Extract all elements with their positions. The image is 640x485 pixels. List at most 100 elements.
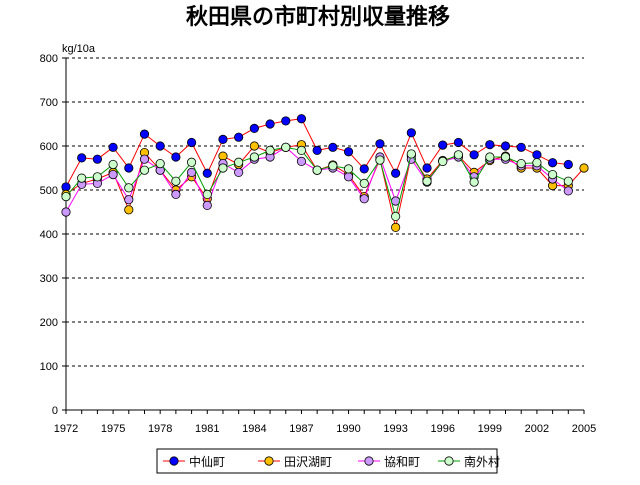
chart-title: 秋田県の市町村別収量推移 bbox=[186, 4, 450, 30]
data-point bbox=[281, 142, 291, 152]
legend-item-4: 南外村 bbox=[438, 454, 500, 469]
x-tick-label: 1987 bbox=[289, 423, 313, 435]
data-point bbox=[155, 159, 165, 169]
x-tick-label: 1999 bbox=[478, 423, 502, 435]
data-point bbox=[186, 157, 197, 167]
series-1 bbox=[61, 114, 573, 192]
x-tick-label: 1990 bbox=[336, 423, 360, 435]
data-point bbox=[92, 154, 102, 164]
data-point bbox=[453, 137, 464, 148]
x-tick-label: 1975 bbox=[101, 423, 125, 435]
legend-label: 中仙町 bbox=[189, 454, 225, 469]
data-point bbox=[77, 153, 87, 163]
data-point bbox=[516, 159, 526, 169]
data-point bbox=[171, 176, 181, 186]
data-point bbox=[296, 156, 307, 166]
data-point bbox=[375, 155, 385, 165]
x-tick-label: 1978 bbox=[148, 423, 172, 435]
y-tick-label: 300 bbox=[40, 273, 58, 285]
data-point bbox=[438, 156, 448, 166]
y-tick-label: 200 bbox=[40, 317, 58, 329]
data-point bbox=[422, 163, 432, 173]
data-point bbox=[108, 159, 118, 170]
legend-marker bbox=[264, 456, 274, 466]
axes bbox=[62, 57, 585, 414]
data-point bbox=[453, 150, 464, 160]
x-tick-label: 2005 bbox=[572, 423, 596, 435]
data-point bbox=[202, 189, 212, 199]
data-point bbox=[406, 149, 416, 159]
x-tick-label: 1996 bbox=[430, 423, 454, 435]
legend-item-1: 中仙町 bbox=[163, 454, 225, 469]
data-point bbox=[124, 195, 134, 205]
data-point bbox=[312, 145, 322, 155]
data-point bbox=[391, 222, 401, 232]
data-point bbox=[296, 145, 307, 155]
data-point bbox=[124, 163, 134, 173]
series-4 bbox=[61, 142, 573, 221]
data-point bbox=[139, 165, 150, 175]
y-tick-label: 0 bbox=[52, 405, 58, 417]
data-point bbox=[124, 205, 134, 215]
data-point bbox=[265, 119, 275, 129]
data-point bbox=[548, 158, 558, 168]
data-point bbox=[359, 178, 369, 188]
y-tick-label: 100 bbox=[40, 361, 58, 373]
data-point bbox=[391, 168, 401, 178]
data-point bbox=[61, 192, 71, 202]
data-point bbox=[218, 134, 228, 144]
y-axis-unit: kg/10a bbox=[62, 43, 96, 55]
data-point bbox=[312, 165, 322, 175]
x-tick-label: 1993 bbox=[383, 423, 407, 435]
data-point bbox=[391, 211, 401, 221]
data-point bbox=[234, 167, 244, 177]
data-point bbox=[281, 116, 291, 126]
x-tick-labels: 1972 1975 1978 1981 1984 1987 1990 1993 1996 1999… bbox=[54, 423, 596, 435]
data-point bbox=[155, 141, 165, 151]
legend-marker bbox=[444, 456, 454, 466]
data-point bbox=[500, 141, 511, 151]
y-tick-label: 800 bbox=[40, 53, 58, 65]
x-tick-label: 1984 bbox=[242, 423, 266, 435]
data-point bbox=[343, 147, 354, 157]
data-point bbox=[438, 140, 448, 150]
data-point bbox=[234, 132, 244, 142]
data-point bbox=[202, 168, 212, 178]
data-point bbox=[171, 189, 181, 199]
data-point bbox=[328, 142, 338, 152]
data-point bbox=[516, 142, 526, 152]
data-point bbox=[548, 170, 558, 180]
legend-label: 協和町 bbox=[384, 454, 420, 469]
series-2 bbox=[61, 140, 589, 232]
data-point bbox=[249, 141, 259, 151]
legend-marker bbox=[169, 456, 179, 466]
data-point bbox=[485, 152, 495, 162]
data-point bbox=[186, 167, 197, 177]
data-point bbox=[485, 140, 495, 150]
data-point bbox=[563, 159, 573, 170]
data-point bbox=[296, 114, 307, 124]
data-point bbox=[249, 152, 259, 162]
y-tick-label: 400 bbox=[40, 229, 58, 241]
legend-label: 田沢湖町 bbox=[284, 454, 332, 469]
data-point bbox=[92, 172, 102, 182]
data-point bbox=[328, 161, 338, 171]
gridlines bbox=[66, 57, 584, 367]
x-tick-label: 1972 bbox=[54, 423, 78, 435]
data-point bbox=[359, 194, 369, 204]
data-point bbox=[124, 183, 134, 193]
data-point bbox=[343, 164, 354, 174]
data-point bbox=[234, 157, 244, 167]
y-tick-label: 600 bbox=[40, 141, 58, 153]
data-point bbox=[469, 150, 479, 160]
data-point bbox=[469, 177, 479, 187]
data-point bbox=[218, 163, 228, 173]
data-point bbox=[61, 207, 71, 217]
y-tick-label: 700 bbox=[40, 97, 58, 109]
data-point bbox=[579, 163, 589, 173]
data-point bbox=[139, 129, 150, 139]
plot-area bbox=[61, 114, 589, 232]
data-point bbox=[375, 139, 385, 149]
data-point bbox=[532, 158, 542, 168]
